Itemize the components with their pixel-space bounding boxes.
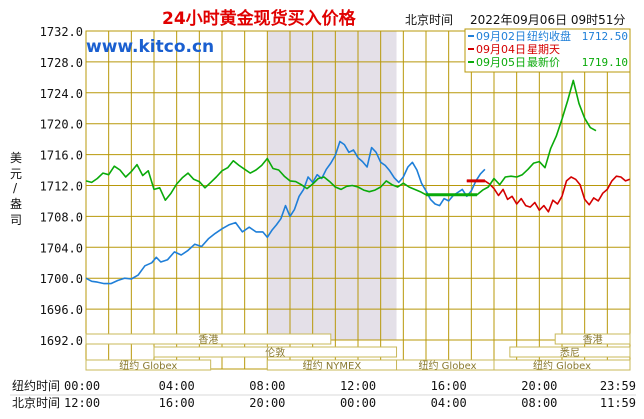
y-tick-label: 1692.0 (40, 334, 83, 348)
legend-date: 09月04日 (476, 43, 526, 56)
timezone-label: 北京时间 (405, 13, 453, 27)
session-label: 伦敦 (265, 346, 285, 359)
x-tick-label-bj: 16:00 (159, 396, 195, 410)
x-tick-label-ny: 12:00 (340, 379, 376, 393)
y-tick-label: 1732.0 (40, 25, 83, 39)
y-tick-label: 1696.0 (40, 303, 83, 317)
x-tick-label-ny: 23:59 (600, 379, 636, 393)
y-axis-label-char: / (13, 181, 18, 195)
x-tick-label-bj: 11:59 (600, 396, 636, 410)
y-tick-label: 1712.0 (40, 180, 83, 194)
x-tick-label-ny: 16:00 (431, 379, 467, 393)
legend-tag: 最新价 (527, 55, 560, 69)
y-tick-label: 1708.0 (40, 210, 83, 224)
x-row-label-ny: 纽约时间 (12, 378, 60, 393)
legend-date: 09月05日 (476, 56, 526, 69)
x-tick-label-ny: 20:00 (521, 379, 557, 393)
y-tick-label: 1716.0 (40, 149, 83, 163)
session-bar (153, 346, 398, 358)
watermark: www.kitco.cn (86, 37, 214, 57)
session-bar (85, 359, 212, 371)
x-tick-label-bj: 20:00 (249, 396, 285, 410)
session-label: 香港 (583, 334, 603, 346)
session-label: 悉尼 (560, 347, 580, 359)
legend-value: 1719.10 (582, 56, 628, 69)
series-line (466, 175, 631, 213)
legend-value: 1712.50 (582, 30, 628, 43)
y-axis-label-char: 美 (10, 151, 22, 165)
grid (85, 30, 631, 370)
session-label: 香港 (198, 334, 218, 346)
legend-tag: 星期天 (527, 43, 560, 56)
y-tick-label: 1720.0 (40, 118, 83, 132)
legend-tag: 纽约收盘 (527, 29, 571, 43)
y-axis-label-char: 司 (10, 213, 22, 227)
y-axis-label: 美 元 / 盎 司 (10, 151, 22, 227)
session-label: 纽约 Globex (533, 359, 591, 372)
session-label: 纽约 Globex (418, 359, 476, 372)
y-tick-label: 1724.0 (40, 87, 83, 101)
axes: 1732.0 1728.0 1724.0 1720.0 1716.0 1712.0 1708… (10, 25, 636, 410)
x-tick-label-bj: 08:00 (521, 396, 557, 410)
session-label: 纽约 Globex (119, 359, 177, 372)
session-label: 纽约 NYMEX (303, 359, 362, 372)
y-tick-label: 1704.0 (40, 241, 83, 255)
y-axis-label-char: 盎 (10, 197, 22, 211)
y-tick-label: 1700.0 (40, 272, 83, 286)
x-tick-label-ny: 00:00 (64, 379, 100, 393)
y-axis-label-char: 元 (10, 167, 22, 181)
legend-date: 09月02日 (476, 30, 526, 43)
price-series (85, 79, 631, 285)
x-tick-label-bj: 12:00 (64, 396, 100, 410)
y-tick-label: 1728.0 (40, 56, 83, 70)
legend (464, 28, 631, 73)
timestamp: 2022年09月06日 09时51分 (470, 13, 625, 27)
x-tick-label-ny: 04:00 (159, 379, 195, 393)
session-bar (493, 359, 631, 371)
x-tick-label-bj: 04:00 (431, 396, 467, 410)
session-bar (85, 333, 332, 345)
series-line (85, 79, 597, 201)
session-bar (509, 346, 631, 358)
session-bar (554, 333, 631, 345)
x-row-label-bj: 北京时间 (12, 396, 60, 410)
x-tick-label-ny: 08:00 (249, 379, 285, 393)
chart-title: 24小时黄金现货买入价格 (162, 8, 357, 29)
x-tick-label-bj: 00:00 (340, 396, 376, 410)
